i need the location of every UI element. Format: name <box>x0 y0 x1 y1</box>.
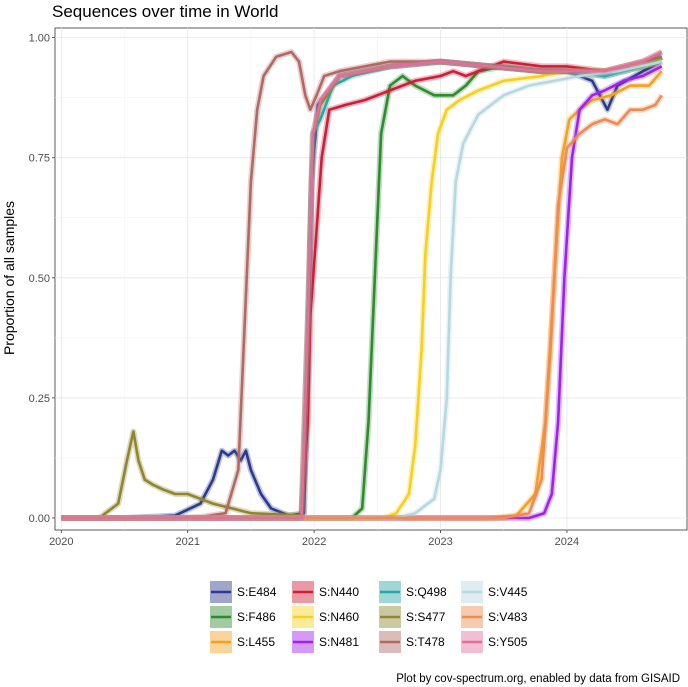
legend-label: S:Y505 <box>488 635 528 649</box>
series-s-v483 <box>61 93 665 521</box>
series-s-y505 <box>61 49 664 521</box>
x-tick-label: 2020 <box>49 536 73 548</box>
x-tick-label: 2023 <box>428 536 452 548</box>
legend-item: S:N481 <box>292 631 359 653</box>
legend-item: S:E484 <box>210 581 277 603</box>
legend-item: S:V445 <box>461 581 528 603</box>
chart-title: Sequences over time in World <box>52 2 278 21</box>
y-axis-label: Proportion of all samples <box>1 201 17 355</box>
legend-label: S:N460 <box>319 610 359 624</box>
series-s-l455 <box>61 69 664 521</box>
series-line <box>61 94 663 520</box>
legend-label: S:S477 <box>406 610 446 624</box>
series-line <box>61 50 663 520</box>
series-line <box>61 60 662 520</box>
x-axis: 2020 2021 2022 2023 2024 <box>49 530 579 548</box>
legend-item: S:T478 <box>379 631 445 653</box>
legend-item: S:N460 <box>292 606 359 628</box>
legend-label: S:V483 <box>488 610 528 624</box>
y-tick-label: 0.00 <box>29 513 50 525</box>
y-tick-label: 0.50 <box>29 273 50 285</box>
legend-label: S:T478 <box>406 635 445 649</box>
y-tick-label: 0.25 <box>29 393 50 405</box>
series-layer <box>61 49 665 521</box>
legend-label: S:Q498 <box>406 585 447 599</box>
series-s-e484 <box>61 58 664 521</box>
legend: S:E484 S:F486 S:L455 S:N440 S:N460 S:N481 S:Q4… <box>210 581 528 653</box>
y-axis: 0.00 0.25 0.50 0.75 1.00 <box>29 33 55 525</box>
legend-label: S:N481 <box>319 635 359 649</box>
legend-label: S:F486 <box>237 610 276 624</box>
legend-label: S:E484 <box>237 585 277 599</box>
x-tick-label: 2022 <box>302 536 326 548</box>
legend-item: S:Y505 <box>461 631 528 653</box>
chart-caption: Plot by cov-spectrum.org, enabled by dat… <box>396 673 680 685</box>
y-tick-label: 1.00 <box>29 33 50 45</box>
series-s-n440 <box>61 53 663 521</box>
series-line <box>61 70 663 520</box>
legend-label: S:N440 <box>319 585 359 599</box>
legend-item: S:S477 <box>379 606 446 628</box>
series-line <box>61 60 663 520</box>
legend-item: S:V483 <box>461 606 528 628</box>
y-tick-label: 0.75 <box>29 153 50 165</box>
legend-item: S:N440 <box>292 581 359 603</box>
legend-label: S:V445 <box>488 585 528 599</box>
legend-label: S:L455 <box>237 635 275 649</box>
series-s-n481 <box>61 63 664 521</box>
legend-item: S:L455 <box>210 631 275 653</box>
legend-item: S:F486 <box>210 606 276 628</box>
grid-lines <box>55 28 687 530</box>
plot-panel <box>54 27 688 531</box>
x-tick-label: 2021 <box>175 536 199 548</box>
x-tick-label: 2024 <box>555 536 579 548</box>
legend-item: S:Q498 <box>379 581 447 603</box>
series-s-v445 <box>61 58 663 521</box>
series-line <box>61 65 663 520</box>
series-line <box>61 55 663 520</box>
